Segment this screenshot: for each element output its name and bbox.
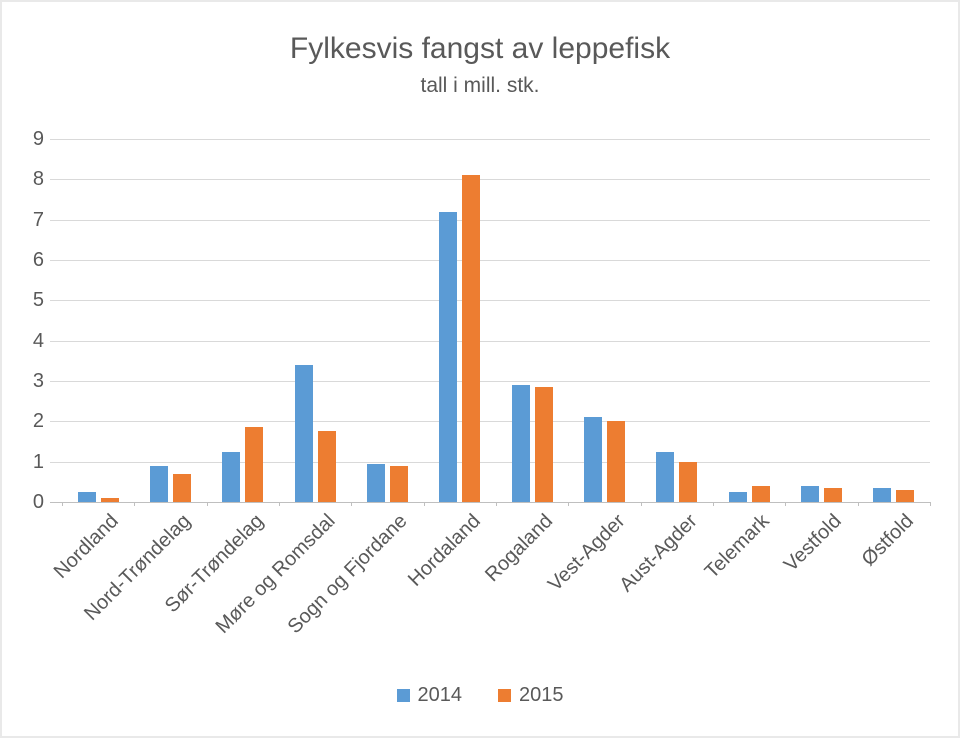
x-axis-category-label: Telemark — [700, 510, 774, 583]
bar-2015-aust-agder — [679, 461, 698, 502]
x-axis-tick — [930, 502, 931, 506]
bar-2015-vestfold — [824, 487, 842, 502]
x-axis-category-label: Østfold — [858, 510, 919, 571]
gridline — [50, 421, 930, 423]
bar-2015-sør-trøndelag — [245, 427, 264, 502]
bar-2014-vestfold — [801, 485, 819, 502]
gridline — [50, 461, 930, 463]
x-axis-category-label: Vest-Agder — [543, 510, 630, 596]
legend-swatch-icon — [396, 689, 410, 702]
bar-2014-nord-trøndelag — [150, 465, 168, 502]
bar-2014-aust-agder — [656, 451, 675, 502]
bar-2014-nordland — [77, 491, 96, 502]
y-axis-tick-label: 5 — [32, 289, 44, 312]
bar-2015-møre-og-romsdal — [317, 431, 336, 502]
y-axis-tick-label: 4 — [32, 329, 44, 352]
y-axis-tick-label: 0 — [32, 491, 44, 513]
y-axis-tick-label: 8 — [32, 168, 44, 191]
bar-2014-østfold — [873, 487, 892, 502]
legend-item-2014: 2014 — [396, 684, 463, 707]
y-axis-tick-label: 6 — [32, 249, 44, 271]
x-axis-tick — [62, 502, 63, 506]
x-axis-category-label: Rogaland — [480, 510, 557, 587]
x-axis-tick — [423, 502, 425, 506]
x-axis-tick — [134, 502, 136, 506]
legend-item-2015: 2015 — [498, 684, 564, 707]
y-axis-tick-label: 1 — [32, 450, 44, 473]
gridline — [50, 179, 930, 181]
chart-subtitle: tall i mill. stk. — [420, 74, 540, 97]
x-axis-category-label: Vestfold — [780, 510, 847, 576]
bar-2014-telemark — [728, 491, 747, 502]
x-axis-tick — [206, 502, 208, 506]
gridline — [50, 219, 930, 221]
x-axis-category-label: Nordland — [49, 510, 123, 583]
gridline — [50, 340, 930, 342]
gridline — [50, 260, 930, 261]
legend: 2014 2015 — [2, 684, 958, 707]
x-axis-category-label: Hordaland — [403, 510, 485, 591]
legend-swatch-icon — [498, 689, 511, 702]
chart-title: Fylkesvis fangst av leppefisk — [289, 32, 671, 65]
legend-label: 2014 — [417, 684, 463, 706]
y-axis-tick-label: 7 — [32, 208, 44, 231]
bar-2015-rogaland — [534, 387, 553, 502]
x-axis-tick — [713, 502, 714, 506]
gridline — [50, 300, 930, 302]
y-axis-tick-label: 3 — [32, 370, 44, 392]
bar-2015-vest-agder — [607, 421, 625, 502]
x-axis-tick — [279, 502, 280, 506]
bar-2015-østfold — [896, 489, 915, 502]
bar-2014-sogn-og-fjordane — [367, 463, 385, 502]
bar-2014-vest-agder — [584, 417, 602, 502]
x-axis-tick — [351, 502, 353, 506]
bar-2015-telemark — [751, 485, 770, 502]
bar-2015-sogn-og-fjordane — [390, 465, 408, 502]
bar-2015-nordland — [100, 497, 119, 502]
x-axis-tick — [640, 502, 642, 506]
gridline — [50, 139, 930, 140]
bar-2015-hordaland — [462, 175, 481, 502]
x-axis-tick — [496, 502, 497, 506]
x-axis-line — [50, 502, 930, 503]
bar-2015-nord-trøndelag — [173, 473, 191, 502]
bar-2014-møre-og-romsdal — [294, 364, 313, 502]
gridline — [50, 381, 930, 382]
x-axis-tick — [785, 502, 787, 506]
bar-2014-sør-trøndelag — [222, 451, 241, 502]
y-axis-tick-label: 9 — [32, 128, 44, 150]
bar-2014-hordaland — [439, 211, 458, 502]
x-axis-tick — [568, 502, 570, 506]
x-axis-tick — [857, 502, 859, 506]
x-axis-category-label: Aust-Agder — [615, 510, 702, 597]
legend-label: 2015 — [519, 684, 564, 706]
y-axis-tick-label: 2 — [32, 410, 44, 433]
bar-2014-rogaland — [511, 385, 530, 502]
